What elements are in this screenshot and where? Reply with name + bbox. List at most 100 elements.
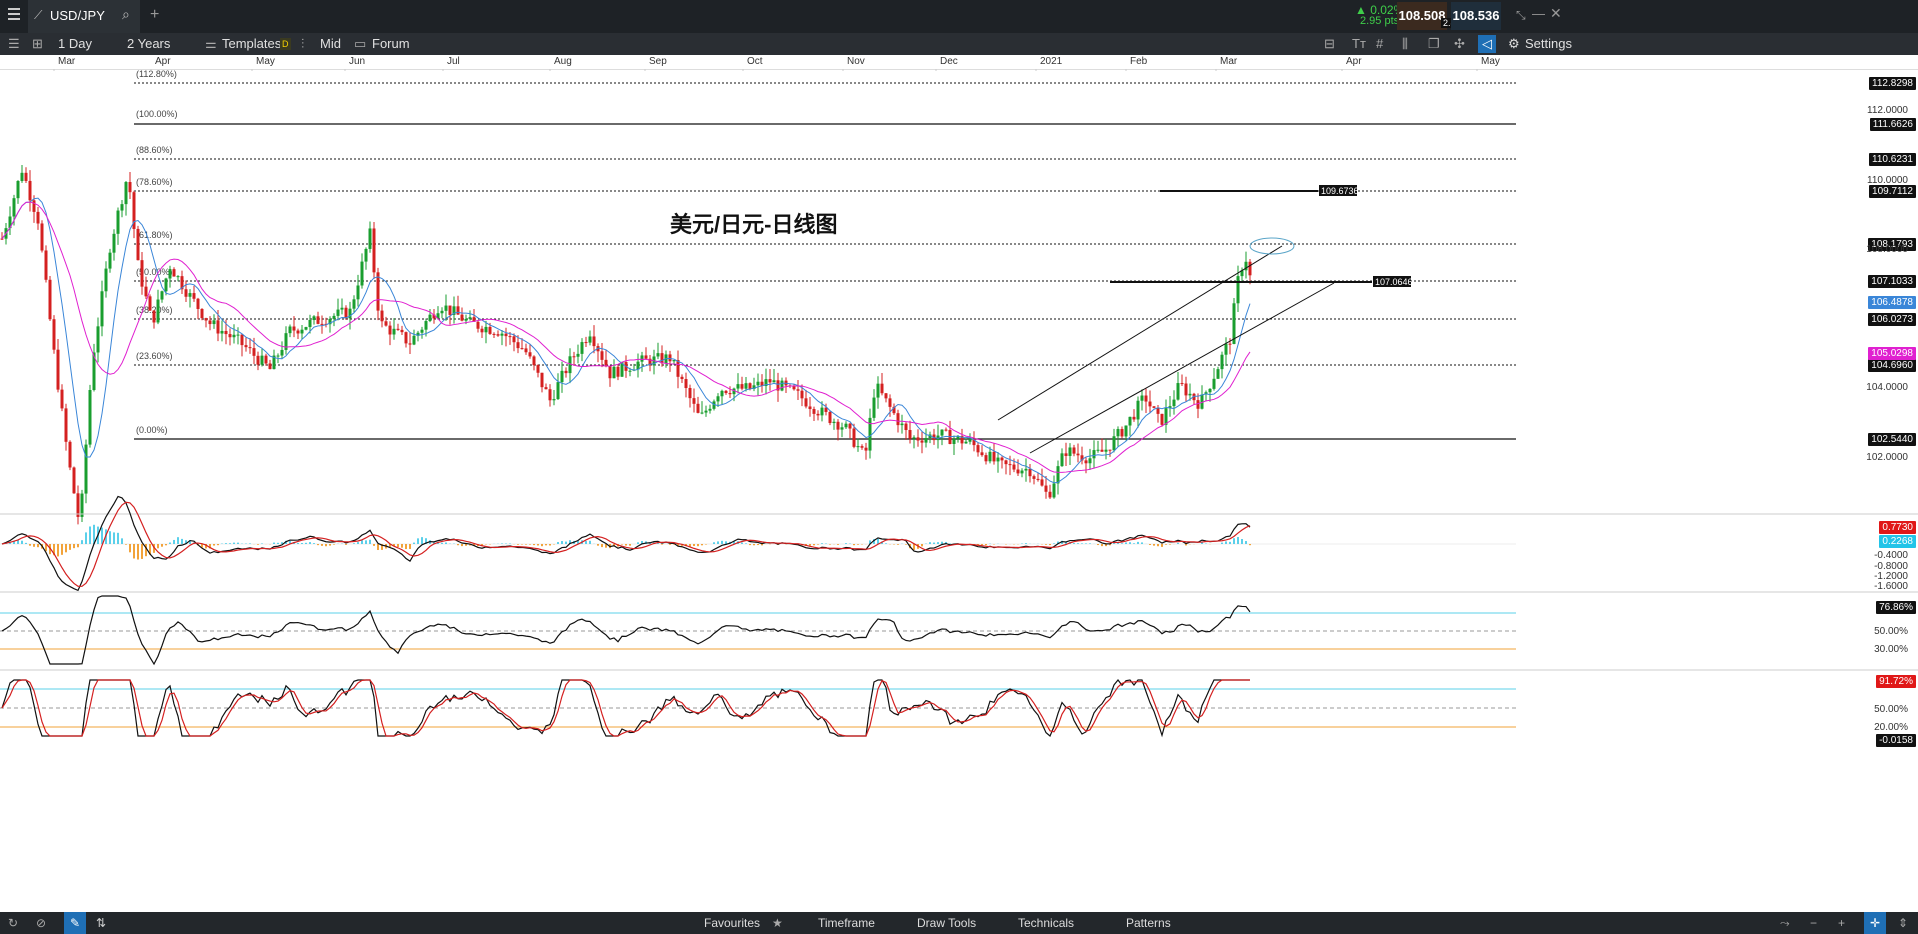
candle-body <box>384 321 388 326</box>
price-axis-label: 102.0000 <box>1866 452 1908 463</box>
candle-body <box>412 335 416 345</box>
fib-price-tag: 102.5440 <box>1868 433 1916 446</box>
candle-body <box>1164 408 1168 425</box>
month-label: Apr <box>1346 56 1362 67</box>
symbol-tab[interactable]: ⟋ USD/JPY ⌕ <box>28 0 140 33</box>
candle-body <box>120 204 124 211</box>
candle-body <box>1188 393 1192 396</box>
candle-body <box>424 321 428 330</box>
highlight-ellipse[interactable] <box>1249 237 1295 255</box>
mid-button[interactable]: Mid <box>320 36 341 51</box>
stoch-d-line[interactable] <box>1 679 1250 737</box>
candle-body <box>284 333 288 350</box>
candle-body <box>304 327 308 330</box>
price-axis-icon[interactable]: ⊟ <box>1324 36 1335 51</box>
candle-body <box>0 238 4 240</box>
candle-body <box>636 361 640 370</box>
candle-body <box>832 421 836 424</box>
candle-body <box>672 360 676 362</box>
candle-body <box>900 423 904 426</box>
gear-icon[interactable]: ⚙ <box>1508 36 1520 51</box>
rsi-line[interactable] <box>1 595 1251 666</box>
candle-body <box>292 326 296 331</box>
candle-body <box>276 355 280 357</box>
menu-icon[interactable] <box>8 8 20 20</box>
draw-tools-button[interactable]: Draw Tools <box>917 916 977 930</box>
zoom-in-icon[interactable]: + <box>1838 916 1846 930</box>
add-tab-button[interactable]: + <box>150 6 160 23</box>
swap-icon[interactable]: ⇅ <box>96 916 107 930</box>
candle-icon[interactable]: ⫼ <box>1402 36 1408 51</box>
tag-icon[interactable]: ◁ <box>1478 35 1496 53</box>
macd-axis-label: -0.8000 <box>1874 561 1908 572</box>
ask-price[interactable]: 108.536 <box>1451 2 1501 30</box>
candle-body <box>468 317 472 319</box>
candle-body <box>1048 491 1052 498</box>
zoom-out-icon[interactable]: − <box>1810 916 1818 930</box>
forum-button[interactable]: Forum <box>372 36 410 51</box>
candle-body <box>904 423 908 431</box>
candle-body <box>1172 399 1176 407</box>
channel-lower[interactable] <box>1029 282 1335 454</box>
search-icon[interactable]: ⌕ <box>122 6 130 22</box>
candle-body <box>400 329 404 333</box>
layout-icon[interactable]: ⊞ <box>32 36 43 51</box>
list-icon[interactable]: ☰ <box>8 36 20 51</box>
candle-body <box>616 366 620 377</box>
ma-pink-line[interactable] <box>1 201 1251 473</box>
crosshair-mode-icon[interactable]: ✛ <box>1864 912 1887 934</box>
back-icon[interactable]: ⤡ <box>1516 8 1526 22</box>
price-chart[interactable]: (112.80%) (100.00%) (88.60%) (78.60%) (61.80… <box>0 69 1918 912</box>
timeframe-button[interactable]: Timeframe <box>818 916 875 930</box>
month-label: 2021 <box>1040 56 1063 67</box>
candle-body <box>1136 400 1140 420</box>
candle-body <box>328 318 332 325</box>
favourites-button[interactable]: Favourites <box>704 916 761 930</box>
fullscreen-icon[interactable]: ⇕ <box>1898 916 1909 930</box>
bid-price[interactable]: 108.508 <box>1397 2 1447 30</box>
candle-body <box>48 279 52 320</box>
star-icon[interactable]: ★ <box>772 916 783 930</box>
settings-button[interactable]: Settings <box>1525 36 1572 51</box>
technicals-button[interactable]: Technicals <box>1018 916 1075 930</box>
candle-body <box>1236 276 1240 304</box>
channel-upper[interactable] <box>997 245 1283 421</box>
hide-icon[interactable]: ⊘ <box>36 916 47 930</box>
pencil-icon[interactable]: ✎ <box>64 912 87 934</box>
text-icon[interactable]: Tт <box>1352 36 1366 51</box>
candle-body <box>1128 416 1132 426</box>
candle-body <box>1200 394 1204 409</box>
candle-body <box>1204 392 1208 395</box>
patterns-button[interactable]: Patterns <box>1126 916 1171 930</box>
interval-select[interactable]: 1 Day <box>58 36 92 51</box>
candle-body <box>840 427 844 430</box>
range-select[interactable]: 2 Years <box>127 36 171 51</box>
month-label: Jun <box>349 56 366 67</box>
minimize-icon[interactable]: — <box>1532 6 1545 21</box>
candle-body <box>896 413 900 426</box>
copy-icon[interactable]: ❐ <box>1428 36 1440 51</box>
macd-axis-label: -1.2000 <box>1874 571 1908 582</box>
templates-button[interactable]: Templates <box>222 36 282 51</box>
candle-body <box>124 182 128 205</box>
candle-body <box>24 172 28 181</box>
candle-body <box>816 413 820 416</box>
candle-body <box>352 299 356 309</box>
grid-icon[interactable]: # <box>1376 36 1384 51</box>
ma-blue-line[interactable] <box>1 197 1251 484</box>
macd-signal-line[interactable] <box>1 501 1251 587</box>
d-badge[interactable]: D <box>280 38 291 50</box>
candle-body <box>1176 383 1180 400</box>
refresh-icon[interactable]: ↻ <box>8 916 19 930</box>
candle-body <box>476 321 480 329</box>
candle-body <box>72 467 76 494</box>
crosshair-icon[interactable]: ✣ <box>1454 36 1465 51</box>
candle-body <box>80 493 84 517</box>
candle-body <box>960 436 964 444</box>
scale-icon[interactable]: ⤳ <box>1780 916 1790 930</box>
candle-body <box>436 313 440 319</box>
candle-body <box>1044 485 1048 492</box>
candle-body <box>56 349 60 390</box>
candle-body <box>1036 478 1040 480</box>
close-icon[interactable]: ✕ <box>1550 5 1562 21</box>
